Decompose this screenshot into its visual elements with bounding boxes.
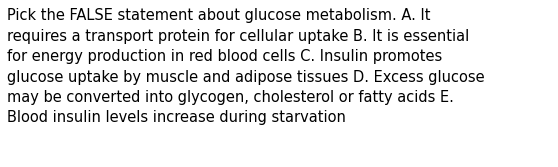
Text: Pick the FALSE statement about glucose metabolism. A. It
requires a transport pr: Pick the FALSE statement about glucose m… (7, 8, 484, 125)
